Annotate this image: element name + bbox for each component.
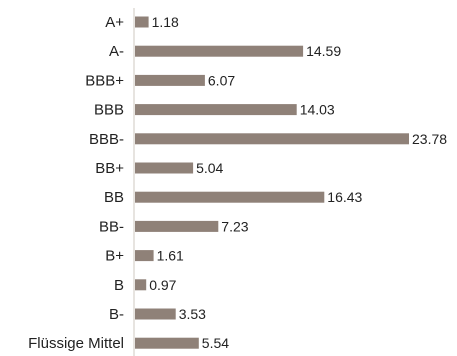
bar-9 bbox=[135, 279, 147, 291]
value-label-2: 6.07 bbox=[208, 72, 235, 88]
category-label-1: A- bbox=[109, 43, 124, 60]
category-label-10: B- bbox=[109, 306, 124, 323]
category-label-5: BB+ bbox=[95, 160, 124, 177]
value-label-5: 5.04 bbox=[196, 160, 223, 176]
value-label-4: 23.78 bbox=[412, 131, 447, 147]
bar-1 bbox=[135, 45, 304, 57]
bar-5 bbox=[135, 162, 194, 174]
bar-11 bbox=[135, 337, 199, 349]
value-label-10: 3.53 bbox=[179, 306, 206, 322]
value-labels-group: 1.18 14.59 6.07 14.03 23.78 5.04 16.43 7.23 1.61… bbox=[149, 14, 447, 351]
value-label-6: 16.43 bbox=[327, 189, 362, 205]
bars-group bbox=[135, 16, 409, 349]
category-label-4: BBB- bbox=[89, 131, 124, 148]
value-label-8: 1.61 bbox=[157, 248, 184, 264]
value-label-7: 7.23 bbox=[221, 218, 248, 234]
bar-8 bbox=[135, 250, 154, 262]
bar-3 bbox=[135, 104, 297, 116]
value-label-11: 5.54 bbox=[202, 335, 229, 351]
bar-6 bbox=[135, 191, 325, 203]
category-label-2: BBB+ bbox=[85, 72, 124, 89]
value-label-9: 0.97 bbox=[149, 277, 176, 293]
bar-2 bbox=[135, 74, 205, 86]
value-label-1: 14.59 bbox=[306, 43, 341, 59]
category-label-8: B+ bbox=[105, 248, 124, 265]
value-label-3: 14.03 bbox=[300, 102, 335, 118]
bar-4 bbox=[135, 133, 409, 145]
category-label-11: Flüssige Mittel bbox=[28, 335, 124, 352]
bar-0 bbox=[135, 16, 149, 28]
value-label-0: 1.18 bbox=[152, 14, 179, 30]
category-label-3: BBB bbox=[94, 102, 124, 119]
category-label-7: BB- bbox=[99, 218, 124, 235]
bar-10 bbox=[135, 308, 176, 320]
category-label-0: A+ bbox=[105, 14, 124, 31]
category-label-9: B bbox=[114, 277, 124, 294]
category-label-6: BB bbox=[104, 189, 124, 206]
bar-7 bbox=[135, 220, 219, 232]
